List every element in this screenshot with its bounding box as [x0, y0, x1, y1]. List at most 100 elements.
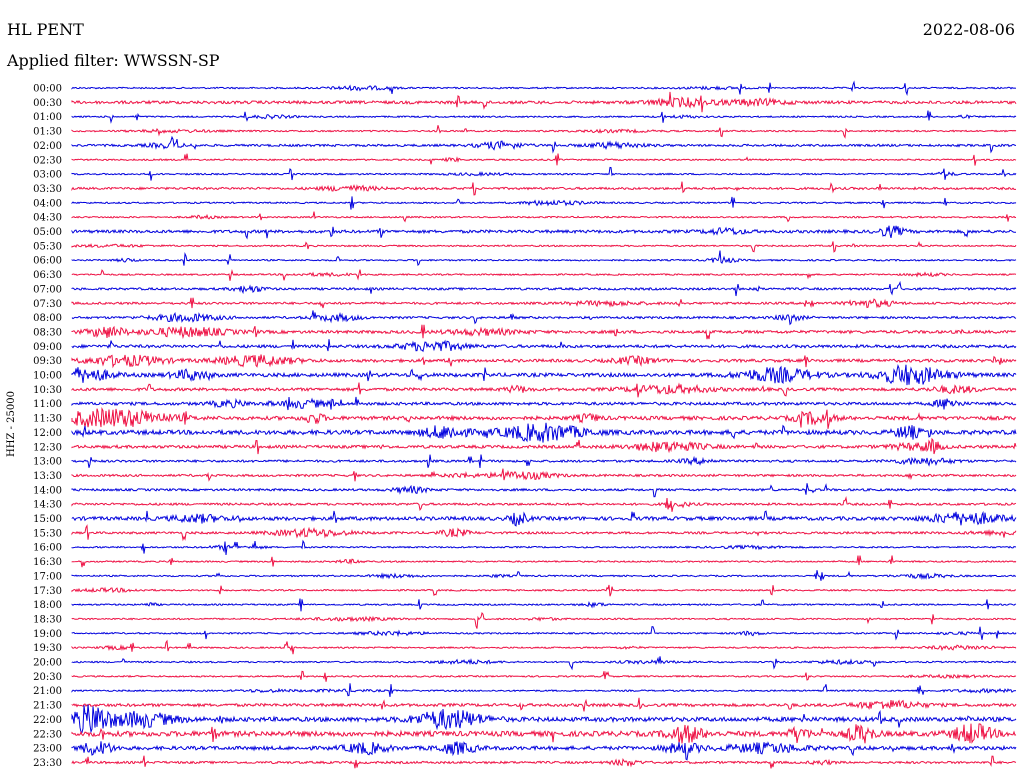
trace-line [71, 598, 1017, 612]
time-tick-label: 03:30 [33, 184, 62, 195]
trace-line [71, 570, 1017, 581]
time-tick-label: 21:00 [33, 686, 62, 697]
filter-label: Applied filter: WWSSN-SP [7, 51, 220, 70]
trace-line [71, 422, 1017, 443]
time-tick-label: 04:30 [33, 213, 62, 224]
time-tick-label: 20:30 [33, 672, 62, 683]
trace-line [71, 125, 1017, 139]
trace-line [71, 539, 1017, 556]
trace-line [71, 241, 1017, 253]
time-tick-label: 09:00 [33, 342, 62, 353]
trace-line [71, 723, 1017, 744]
time-tick-label: 13:00 [33, 457, 62, 468]
time-tick-label: 19:00 [33, 629, 62, 640]
trace-line [71, 280, 1017, 297]
time-tick-label: 05:30 [33, 241, 62, 252]
time-tick-label: 13:30 [33, 471, 62, 482]
trace-line [71, 297, 1017, 309]
time-tick-label: 08:30 [33, 327, 62, 338]
trace-line [71, 468, 1017, 482]
date-label: 2022-08-06 [922, 20, 1015, 39]
trace-line [71, 755, 1017, 769]
time-tick-label: 10:00 [33, 371, 62, 382]
time-tick-label: 07:00 [33, 284, 62, 295]
time-tick-label: 05:00 [33, 227, 62, 238]
time-tick-label: 16:30 [33, 557, 62, 568]
time-tick-label: 00:00 [33, 84, 62, 95]
time-tick-label: 17:00 [33, 571, 62, 582]
time-tick-label: 14:30 [33, 500, 62, 511]
time-tick-label: 20:00 [33, 658, 62, 669]
trace-line [71, 396, 1017, 411]
trace-line [71, 741, 1017, 761]
time-tick-label: 14:00 [33, 485, 62, 496]
y-axis-label: HHZ - 25000 [6, 391, 17, 457]
time-tick-label: 18:00 [33, 600, 62, 611]
trace-line [71, 225, 1017, 240]
trace-line [71, 310, 1017, 326]
time-tick-label: 11:00 [33, 399, 62, 410]
time-tick-label: 03:00 [33, 170, 62, 181]
trace-line [71, 584, 1017, 597]
time-tick-label: 22:00 [33, 715, 62, 726]
time-tick-label: 16:00 [33, 543, 62, 554]
trace-line [71, 704, 1017, 734]
trace-line [71, 626, 1017, 641]
time-tick-label: 23:00 [33, 744, 62, 755]
station-title: HL PENT [7, 20, 84, 39]
trace-line [71, 555, 1017, 568]
trace-line [71, 91, 1017, 113]
trace-line [71, 406, 1017, 429]
time-tick-label: 04:00 [33, 198, 62, 209]
trace-line [71, 656, 1017, 671]
time-tick-label: 15:30 [33, 528, 62, 539]
trace-line [71, 211, 1017, 223]
time-tick-label: 06:00 [33, 256, 62, 267]
trace-line [71, 524, 1017, 542]
time-tick-label: 11:30 [33, 414, 62, 425]
trace-line [71, 639, 1017, 655]
trace-line [71, 496, 1017, 512]
time-tick-label: 18:30 [33, 614, 62, 625]
trace-line [71, 510, 1017, 527]
trace-line [71, 697, 1017, 712]
trace-line [71, 670, 1017, 682]
time-tick-label: 19:30 [33, 643, 62, 654]
trace-line [71, 250, 1017, 267]
time-tick-label: 01:30 [33, 127, 62, 138]
time-tick-label: 10:30 [33, 385, 62, 396]
time-tick-label: 17:30 [33, 586, 62, 597]
time-tick-label: 01:00 [33, 112, 62, 123]
time-tick-label: 02:00 [33, 141, 62, 152]
trace-line [71, 339, 1017, 353]
time-tick-label: 21:30 [33, 701, 62, 712]
trace-line [71, 454, 1017, 469]
time-tick-label: 06:30 [33, 270, 62, 281]
time-tick-label: 22:30 [33, 729, 62, 740]
time-tick-label: 12:00 [33, 428, 62, 439]
time-tick-label: 07:30 [33, 299, 62, 310]
trace-line [71, 324, 1017, 340]
trace-line [71, 181, 1017, 196]
trace-rows: 00:00 00:30 01:00 01:30 02:00 02:30 03:00 03:30… [33, 80, 1017, 769]
time-tick-label: 02:30 [33, 155, 62, 166]
trace-line [71, 135, 1016, 154]
time-tick-label: 00:30 [33, 98, 62, 109]
trace-line [71, 354, 1017, 369]
trace-line [71, 166, 1017, 181]
trace-line [71, 437, 1017, 455]
trace-line [71, 268, 1017, 281]
trace-line [71, 110, 1017, 124]
trace-line [71, 483, 1017, 498]
time-tick-label: 23:30 [33, 758, 62, 769]
trace-line [71, 196, 1017, 210]
trace-line [71, 153, 1017, 166]
trace-line [71, 382, 1017, 398]
trace-line [71, 80, 1017, 96]
trace-line [71, 683, 1017, 697]
trace-line [71, 364, 1017, 386]
time-tick-label: 08:00 [33, 313, 62, 324]
time-tick-label: 15:00 [33, 514, 62, 525]
trace-line [71, 611, 1017, 629]
